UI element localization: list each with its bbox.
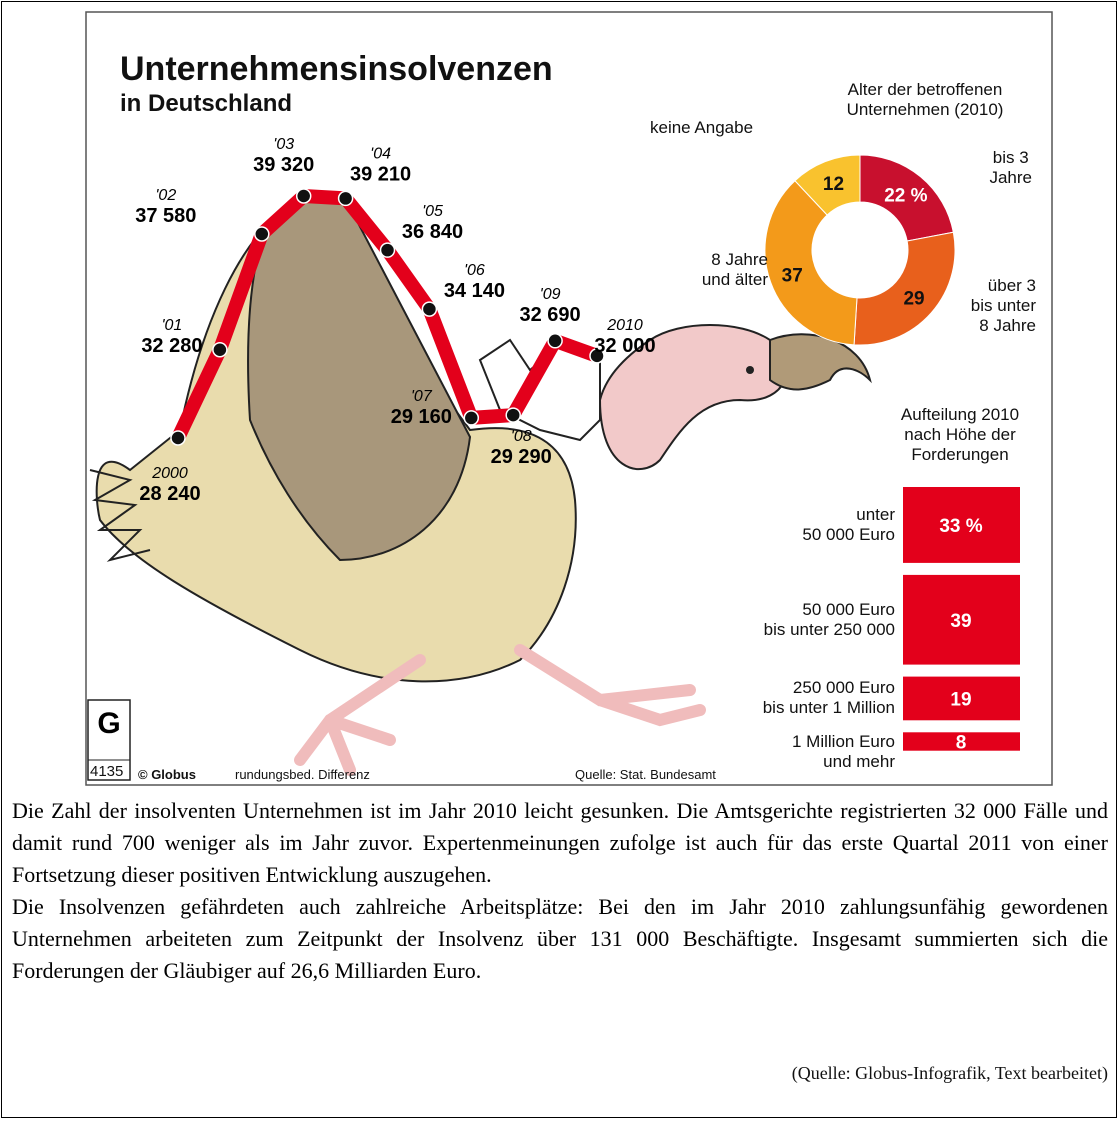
category-label: 1 Million Euro und mehr bbox=[792, 732, 895, 772]
category-label: bis 3 Jahre bbox=[989, 148, 1032, 188]
year-label: '03 bbox=[273, 136, 294, 153]
value-label: 32 000 bbox=[594, 335, 655, 357]
chart-title: Aufteilung 2010 nach Höhe der Forderunge… bbox=[880, 405, 1040, 465]
chart-title: Unternehmensinsolvenzen bbox=[120, 50, 553, 88]
year-label: '04 bbox=[370, 145, 391, 162]
footer-note: rundungsbed. Differenz bbox=[235, 765, 370, 785]
category-label: 8 Jahre und älter bbox=[702, 250, 768, 290]
value-label: 36 840 bbox=[402, 221, 463, 243]
value-label: 37 580 bbox=[135, 205, 196, 227]
category-label: über 3 bis unter 8 Jahre bbox=[971, 276, 1036, 336]
value-label: 34 140 bbox=[444, 280, 505, 302]
year-label: '06 bbox=[464, 262, 485, 279]
year-label: '05 bbox=[422, 203, 443, 220]
data-point bbox=[381, 243, 395, 257]
data-point bbox=[506, 408, 520, 422]
value-label: 39 320 bbox=[253, 154, 314, 176]
year-label: 2000 bbox=[151, 465, 188, 482]
category-label: 250 000 Euro bis unter 1 Million bbox=[763, 678, 895, 718]
vulture-eye bbox=[746, 366, 754, 374]
footer-source: Quelle: Stat. Bundesamt bbox=[575, 765, 716, 785]
segment-label: 29 bbox=[903, 289, 924, 310]
value-label: 32 280 bbox=[141, 335, 202, 357]
segment-label: 37 bbox=[782, 265, 803, 286]
data-point bbox=[213, 343, 227, 357]
year-label: '01 bbox=[161, 317, 182, 334]
value-label: 39 210 bbox=[350, 163, 411, 185]
value-label: 29 290 bbox=[491, 446, 552, 468]
data-point bbox=[171, 431, 185, 445]
chart-title: Alter der betroffenen Unternehmen (2010) bbox=[820, 80, 1030, 120]
bar-value-label: 8 bbox=[956, 733, 967, 754]
segment-label: 12 bbox=[823, 174, 844, 195]
paragraph: Die Zahl der insolventen Unternehmen ist… bbox=[12, 795, 1108, 891]
page: G 200028 240 '0132 280 '0237 580 '0339 320 '… bbox=[0, 0, 1120, 1121]
data-point bbox=[339, 191, 353, 205]
data-point bbox=[548, 334, 562, 348]
bar-value-label: 39 bbox=[950, 611, 971, 632]
data-point bbox=[464, 411, 478, 425]
value-label: 29 160 bbox=[391, 406, 452, 428]
footer-credit: © Globus bbox=[138, 765, 196, 785]
footer-code: 4135 bbox=[90, 762, 123, 782]
source-note: (Quelle: Globus-Infografik, Text bearbei… bbox=[792, 1063, 1108, 1083]
data-point bbox=[422, 302, 436, 316]
year-label: 2010 bbox=[606, 317, 643, 334]
category-label: unter 50 000 Euro bbox=[802, 505, 895, 545]
chart-subtitle: in Deutschland bbox=[120, 90, 292, 118]
logo-mark: G bbox=[97, 707, 120, 740]
value-label: 28 240 bbox=[139, 483, 200, 505]
data-point bbox=[255, 227, 269, 241]
category-label: keine Angabe bbox=[650, 118, 753, 138]
bar-value-label: 33 % bbox=[939, 516, 982, 537]
data-point bbox=[297, 189, 311, 203]
year-label: '09 bbox=[540, 286, 561, 303]
year-label: '08 bbox=[511, 428, 532, 445]
segment-label: 22 % bbox=[884, 186, 927, 207]
paragraph: Die Insolvenzen gefährdeten auch zahlrei… bbox=[12, 891, 1108, 987]
value-label: 32 690 bbox=[520, 304, 581, 326]
category-label: 50 000 Euro bis unter 250 000 bbox=[764, 600, 895, 640]
year-label: '07 bbox=[411, 388, 433, 405]
year-label: '02 bbox=[155, 187, 176, 204]
bar-value-label: 19 bbox=[950, 689, 971, 710]
